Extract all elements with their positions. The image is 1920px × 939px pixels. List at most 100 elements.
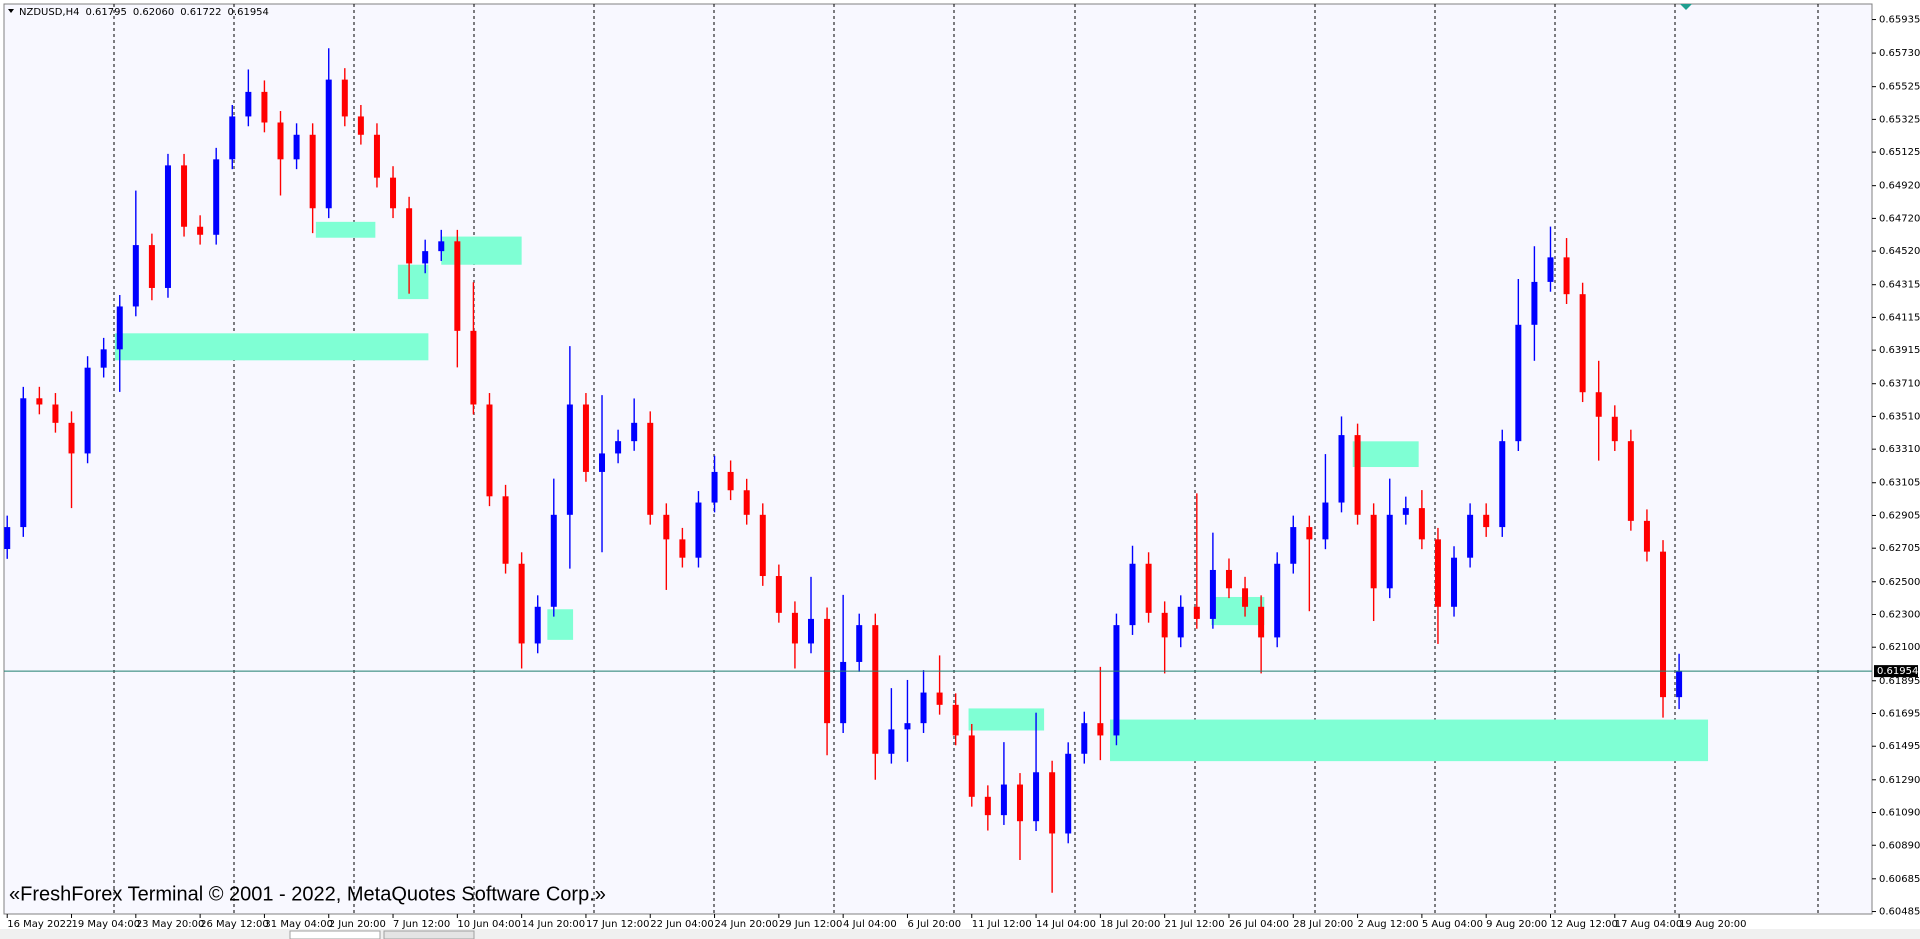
quote-value: 0.61795	[85, 7, 126, 18]
y-tick-label: 0.60890	[1879, 840, 1920, 851]
candle-body	[116, 306, 123, 350]
candle-body	[4, 527, 11, 550]
candle-body	[390, 177, 397, 209]
candle-body	[1402, 508, 1409, 515]
candle-body	[197, 226, 204, 235]
candle-body	[743, 490, 750, 515]
chart-tab[interactable]	[289, 930, 381, 939]
candle-body	[1467, 514, 1474, 558]
zone	[1110, 719, 1709, 762]
candle-body	[1145, 563, 1152, 613]
candle-body	[566, 404, 573, 515]
shift-marker	[1680, 4, 1692, 10]
x-tick-label: 4 Jul 04:00	[843, 919, 897, 930]
candle-body	[213, 159, 220, 235]
x-tick-label: 18 Jul 20:00	[1100, 919, 1160, 930]
candle-body	[615, 441, 622, 454]
y-tick-label: 0.61695	[1879, 709, 1920, 720]
candle-body	[808, 618, 815, 644]
candle-body	[1643, 520, 1650, 552]
x-tick-label: 7 Jun 12:00	[393, 919, 450, 930]
candle-body	[1177, 606, 1184, 638]
candle-body	[68, 422, 75, 454]
x-tick-label: 22 Jun 04:00	[650, 919, 714, 930]
period-separators	[113, 4, 1819, 914]
candle-body	[454, 241, 461, 331]
candle-body	[36, 398, 43, 405]
y-tick-label: 0.62300	[1879, 609, 1920, 620]
chart-header: NZDUSD,H4 0.61795 0.62060 0.61722 0.61954	[19, 7, 269, 18]
y-tick-label: 0.61895	[1879, 676, 1920, 687]
chart-tab[interactable]	[383, 930, 475, 939]
menu-arrow[interactable]	[8, 9, 14, 13]
x-tick-label: 26 May 12:00	[200, 919, 269, 930]
y-tick-label: 0.64520	[1879, 246, 1920, 257]
candle-body	[486, 404, 493, 497]
candle-body	[245, 91, 252, 117]
candle-body	[229, 116, 236, 160]
x-tick-label: 26 Jul 04:00	[1229, 919, 1289, 930]
axes: 0.65935 0.65730 0.65525 0.65325 0.65125 0.649…	[4, 15, 1920, 930]
candle-body	[775, 576, 782, 613]
candle-body	[181, 165, 188, 227]
price-label: 0.61954	[1877, 666, 1918, 677]
quote-value: 0.61722	[180, 7, 221, 18]
candle-body	[856, 625, 863, 662]
x-tick-label: 2 Aug 12:00	[1358, 919, 1419, 930]
candle-body	[502, 496, 509, 564]
candle-body	[1290, 527, 1297, 564]
price-label-box	[1874, 665, 1918, 678]
candle-body	[1000, 784, 1007, 816]
candle-body	[582, 404, 589, 472]
watermark: «FreshForex Terminal © 2001 - 2022, Meta…	[9, 883, 606, 905]
candle-body	[1676, 671, 1683, 698]
candle-body	[1129, 563, 1136, 626]
x-tick-label: 11 Jul 12:00	[972, 919, 1032, 930]
candle-body	[1595, 392, 1602, 417]
candle-body	[952, 704, 959, 736]
candle-body	[888, 729, 895, 754]
candle-body	[1081, 723, 1088, 754]
x-tick-label: 23 May 20:00	[136, 919, 205, 930]
candle-body	[518, 563, 525, 644]
candle-body	[1370, 514, 1377, 589]
quote-value: 0.61954	[228, 7, 269, 18]
candle-body	[1451, 557, 1458, 607]
x-tick-label: 12 Aug 12:00	[1550, 919, 1617, 930]
zones	[114, 221, 1709, 762]
candle-body	[1097, 723, 1104, 736]
candle-body	[309, 134, 316, 209]
symbol: NZDUSD,H4	[19, 7, 79, 18]
candle-body	[1515, 324, 1522, 442]
candle-body	[759, 514, 766, 577]
candle-body	[100, 349, 107, 368]
candle-body	[1611, 416, 1618, 442]
y-tick-label: 0.64115	[1879, 312, 1920, 323]
candle-body	[277, 122, 284, 160]
candle-body	[1547, 257, 1554, 282]
candle-body	[904, 723, 911, 730]
plot-area	[3, 3, 1873, 915]
y-tick-label: 0.61290	[1879, 775, 1920, 786]
candle-body	[1161, 612, 1168, 638]
y-tick-label: 0.64720	[1879, 213, 1920, 224]
y-tick-label: 0.63105	[1879, 478, 1920, 489]
candle-body	[1193, 606, 1200, 619]
candle-body	[1209, 569, 1216, 619]
y-tick-label: 0.63310	[1879, 444, 1920, 455]
candle-body	[1354, 435, 1361, 515]
candle-body	[920, 692, 927, 724]
y-tick-label: 0.61495	[1879, 741, 1920, 752]
candle-body	[1306, 527, 1313, 540]
candle-body	[1483, 514, 1490, 528]
candle-body	[550, 514, 557, 607]
x-tick-label: 5 Aug 04:00	[1422, 919, 1483, 930]
candle-body	[711, 471, 718, 503]
x-tick-label: 16 May 2022	[7, 919, 72, 930]
candle-body	[1579, 294, 1586, 393]
candle-body	[1225, 569, 1232, 589]
x-tick-label: 10 Jun 04:00	[457, 919, 521, 930]
x-tick-label: 28 Jul 20:00	[1293, 919, 1353, 930]
x-tick-label: 9 Aug 20:00	[1486, 919, 1547, 930]
x-tick-label: 14 Jun 20:00	[522, 919, 586, 930]
